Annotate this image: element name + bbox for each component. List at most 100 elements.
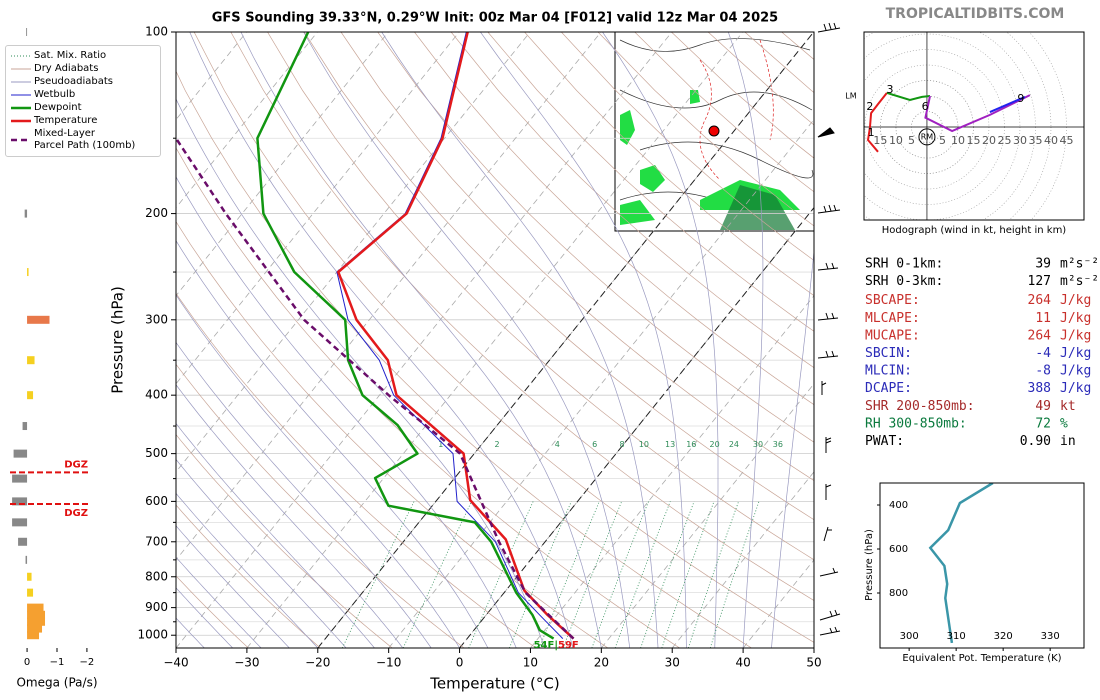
mixing-ratio-line [509, 501, 572, 648]
y-tick-label: 900 [145, 600, 168, 614]
legend-swatch [11, 94, 31, 96]
hodograph-trace [989, 95, 1026, 114]
x-tick-label: −20 [305, 656, 330, 670]
mixing-ratio-label: 2 [494, 440, 499, 449]
hodograph-ring-label: 15 [873, 134, 887, 147]
isotherm [176, 32, 673, 648]
legend-item: Mixed-Layer Parcel Path (100mb) [8, 128, 158, 152]
index-label: SRH 0-1km: [865, 257, 943, 272]
legend-label: Mixed-Layer Parcel Path (100mb) [34, 128, 136, 151]
dry-adiabat [524, 32, 814, 297]
pseudoadiabat [176, 341, 432, 648]
pseudoadiabat [176, 525, 290, 648]
isotherm [176, 32, 460, 385]
isotherm [176, 32, 602, 561]
omega-bar [27, 588, 34, 597]
index-label: DCAPE: [865, 381, 912, 396]
legend-swatch [11, 55, 31, 57]
storm-motion-label: LM [845, 92, 856, 101]
dry-adiabat [303, 32, 814, 521]
y-tick-label: 800 [889, 588, 908, 599]
index-unit: in [1060, 434, 1076, 449]
legend-swatch [11, 119, 31, 123]
y-tick-label: 500 [145, 446, 168, 460]
index-value: 264 [1028, 328, 1052, 343]
height-label: 2 [866, 100, 873, 113]
omega-bar [27, 391, 34, 400]
index-label: SHR 200-850mb: [865, 399, 975, 414]
index-value: -8 [1035, 364, 1051, 379]
hodograph-frame [863, 31, 1085, 221]
index-unit: m²s⁻² [1060, 257, 1099, 272]
legend-swatch [11, 106, 31, 110]
surface-label: 54F|59F [534, 640, 579, 651]
index-label: MLCIN: [865, 364, 912, 379]
index-label: RH 300-850mb: [865, 416, 967, 431]
pseudoadiabat [176, 98, 545, 648]
x-tick-label: 300 [900, 631, 919, 642]
profile-line [176, 137, 575, 640]
isotherm [671, 471, 814, 648]
dry-adiabat [340, 32, 814, 482]
legend-item: Pseudoadiabats [8, 76, 158, 88]
index-label: PWAT: [865, 434, 904, 449]
mixing-ratio-label: 16 [686, 440, 696, 449]
pseudoadiabat [602, 32, 719, 648]
hodograph-ring-label: 5 [939, 134, 946, 147]
index-value: 0.90 [1020, 434, 1051, 449]
pseudoadiabat [176, 294, 460, 648]
dry-adiabat [193, 32, 814, 643]
x-tick-label: 40 [735, 656, 750, 670]
profile-line [336, 32, 564, 639]
dry-adiabat [176, 504, 321, 648]
index-value: 39 [1035, 257, 1051, 272]
dry-adiabat [176, 292, 537, 648]
x-tick-label: −10 [376, 656, 401, 670]
pseudoadiabat [176, 492, 319, 648]
dry-adiabat [176, 363, 465, 648]
thetae-x-label: Equivalent Pot. Temperature (K) [902, 653, 1061, 664]
map-inset [614, 31, 815, 232]
dry-adiabat [818, 32, 1100, 648]
dry-adiabat [176, 70, 752, 648]
dry-adiabat [176, 220, 609, 648]
hodograph-ring-label: 20 [982, 134, 996, 147]
dgz-label: DGZ [64, 508, 88, 519]
pseudoadiabat [771, 247, 814, 648]
omega-bar [12, 497, 28, 506]
x-tick-label: 30 [665, 656, 680, 670]
hodograph-ring-label: 30 [1013, 134, 1027, 147]
index-label: MUCAPE: [865, 328, 920, 343]
index-value: 49 [1035, 399, 1051, 414]
mixing-ratio-line [661, 501, 715, 648]
legend-swatch [11, 138, 31, 142]
pseudoadiabat [176, 176, 517, 648]
legend-item: Sat. Mix. Ratio [8, 50, 158, 62]
mixing-ratio-label: 1 [438, 440, 443, 449]
mixing-ratio-line [562, 501, 623, 648]
index-unit: m²s⁻² [1060, 274, 1099, 289]
y-tick-label: 800 [145, 569, 168, 583]
y-tick-label: 600 [145, 494, 168, 508]
plot-area: 1 2 4 6 8 10 13 16 20 24 30 36 [176, 32, 1100, 648]
mixing-ratio-line [640, 501, 695, 648]
thetae-y-label: Pressure (hPa) [864, 529, 875, 601]
legend: Sat. Mix. Ratio Dry Adiabats Pseudoadiabat… [5, 45, 161, 157]
site-name: TROPICALTIDBITS.COM [886, 6, 1065, 22]
omega-bar [18, 537, 28, 546]
x-tick-label: 310 [947, 631, 966, 642]
dry-adiabat [176, 434, 393, 648]
index-unit: J/kg [1060, 346, 1091, 361]
hodograph-area [864, 32, 1084, 220]
omega-bar [27, 610, 46, 619]
plot-frame [175, 31, 815, 649]
x-tick-label: −40 [163, 656, 188, 670]
omega-bar [27, 315, 50, 324]
legend-swatch [11, 68, 31, 70]
legend-label: Dry Adiabats [34, 63, 99, 74]
hodograph-ring-label: 25 [997, 134, 1011, 147]
x-tick-label: 10 [523, 656, 538, 670]
hodograph-trace [886, 91, 931, 102]
y-tick-label: 600 [889, 544, 908, 555]
